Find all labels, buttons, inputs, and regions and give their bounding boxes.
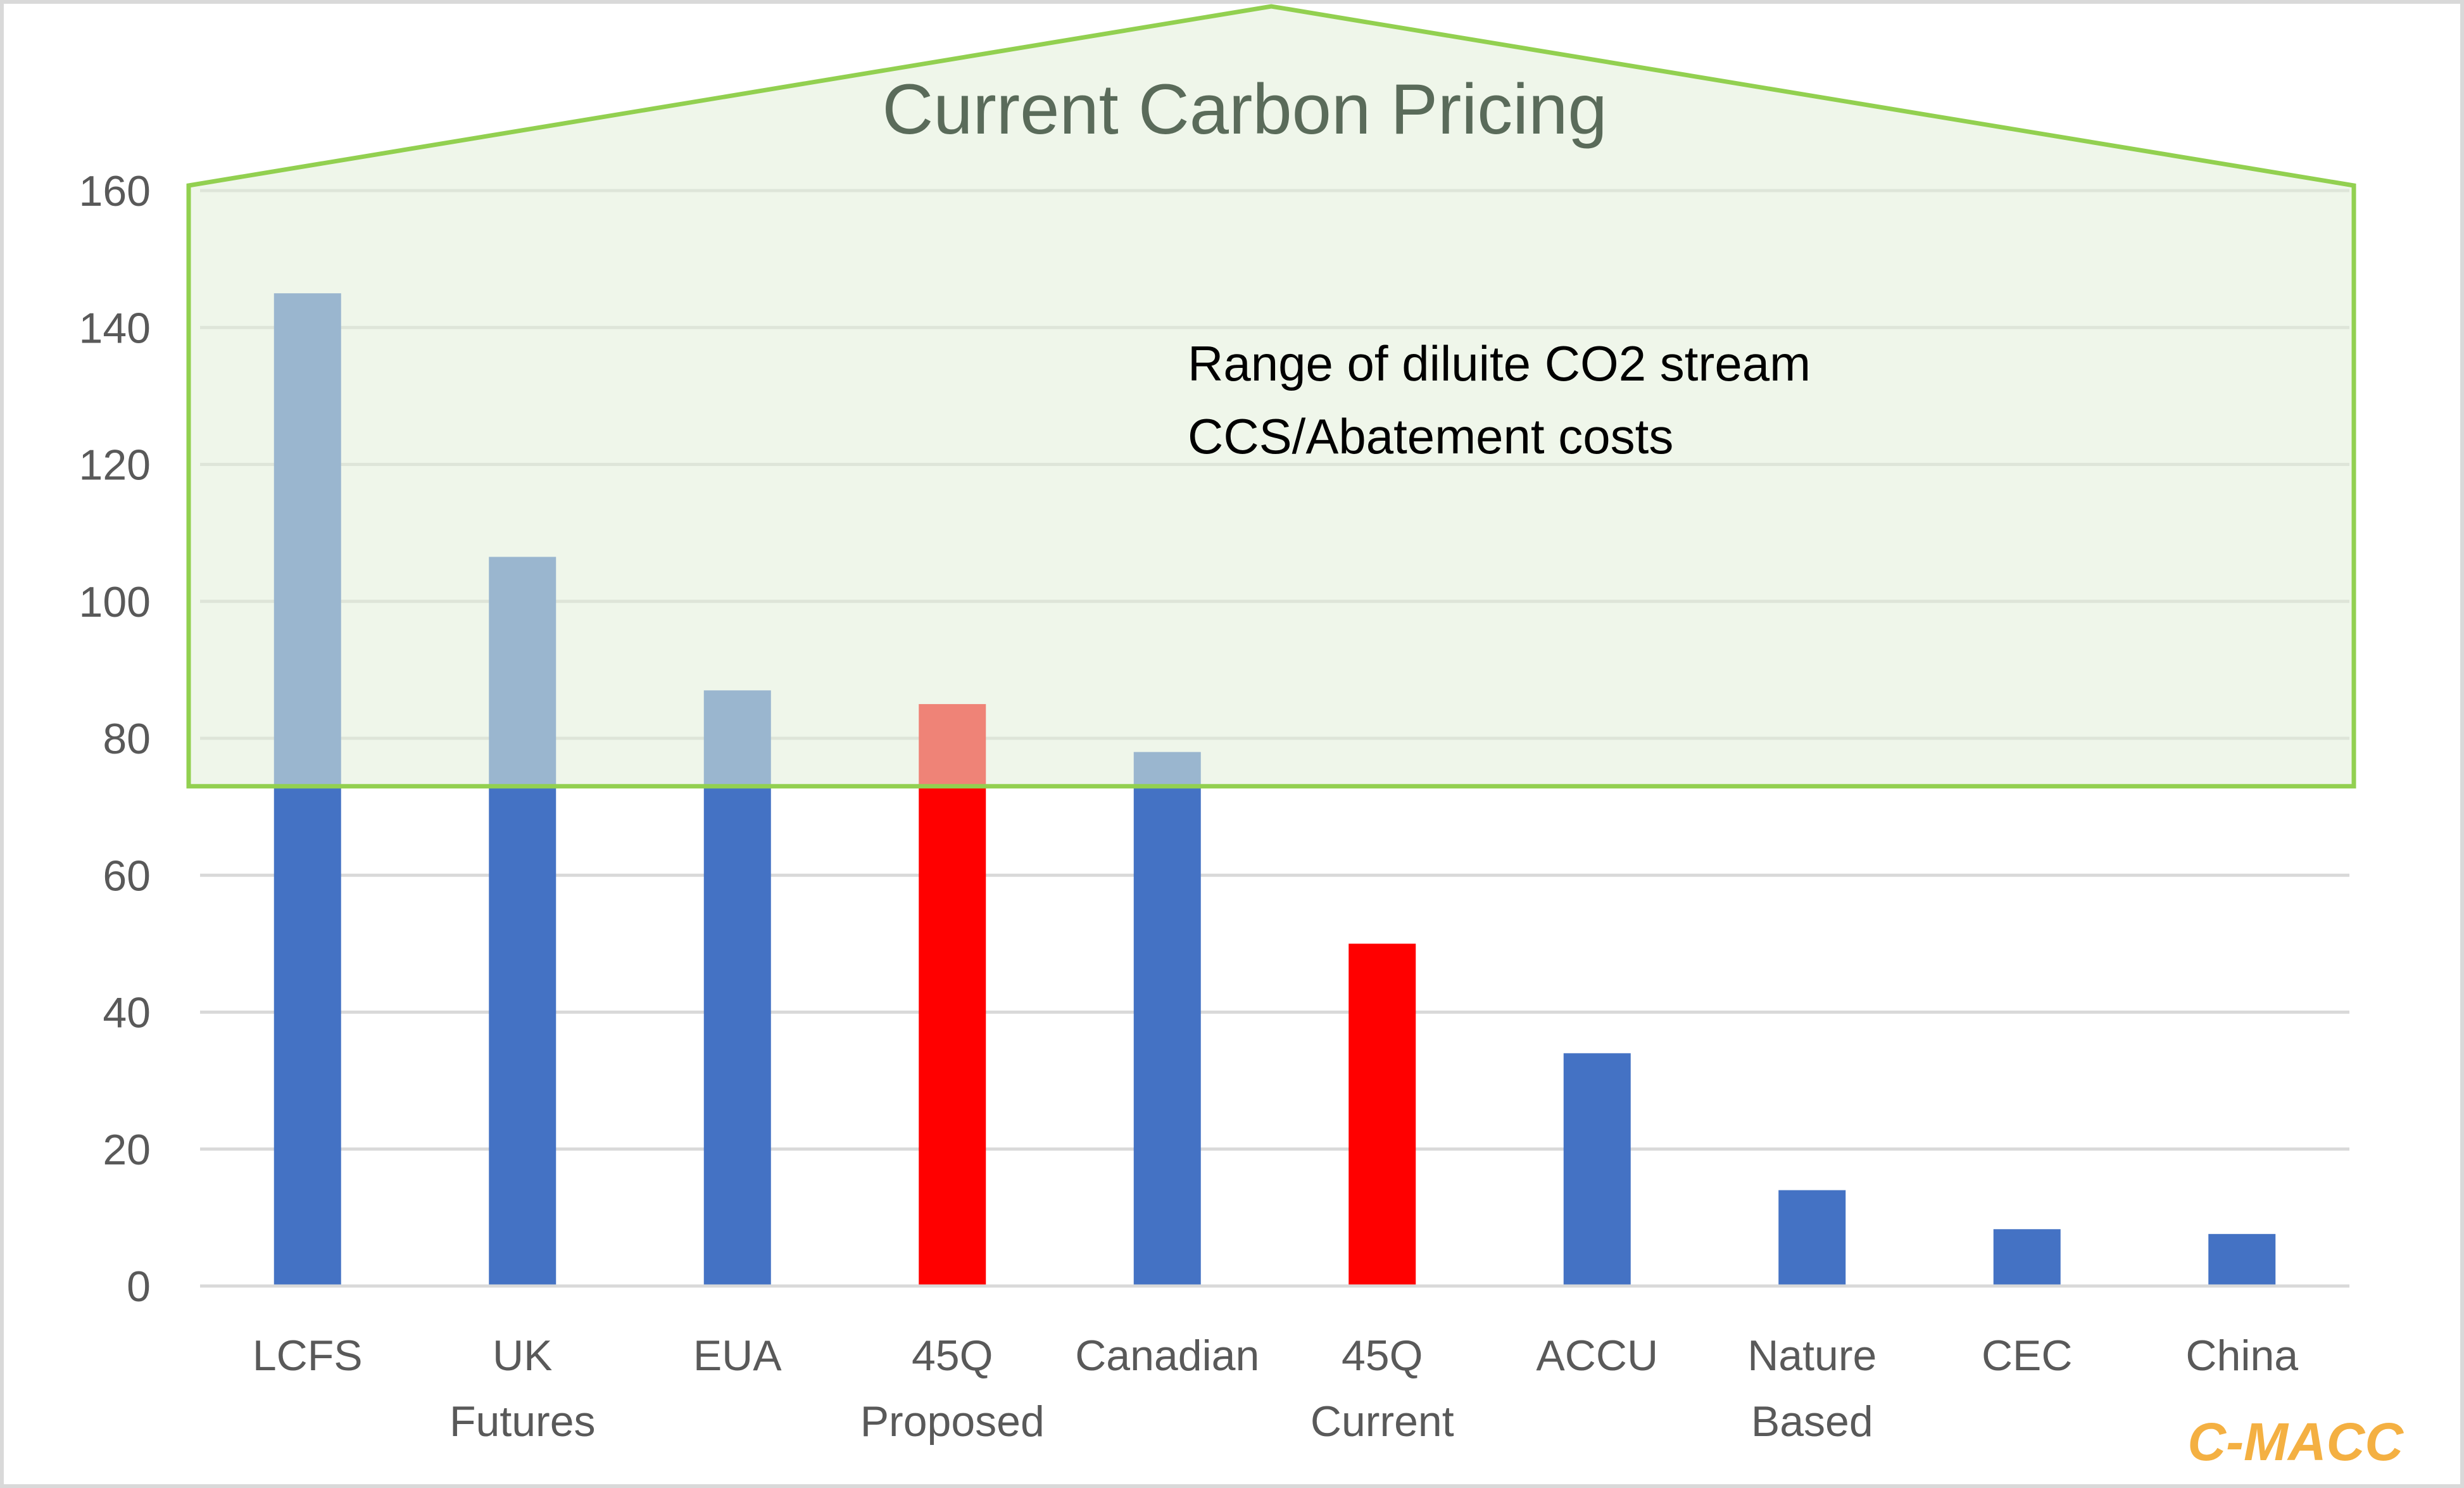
bar-8 (1993, 1229, 2061, 1286)
bar-3 (919, 703, 986, 1286)
x-category-label-2-0: EUA (693, 1332, 782, 1380)
y-tick-label-40: 40 (103, 989, 151, 1037)
x-category-label-3-1: Proposed (860, 1397, 1045, 1446)
chart-title: Current Carbon Pricing (882, 70, 1607, 149)
x-category-label-0-0: LCFS (253, 1332, 363, 1380)
bar-5 (1348, 943, 1416, 1286)
x-category-label-5-1: Current (1311, 1397, 1454, 1446)
bar-7 (1778, 1190, 1846, 1286)
shaded-range-pentagon (186, 4, 2356, 789)
y-tick-label-140: 140 (79, 304, 151, 352)
chart-text: Current Carbon Pricing Range of diluite … (79, 70, 2404, 1472)
bar-chart: Current Carbon Pricing Range of diluite … (79, 4, 2404, 1472)
bar-4 (1133, 752, 1201, 1286)
y-tick-label-120: 120 (79, 441, 151, 489)
y-tick-label-0: 0 (127, 1263, 151, 1311)
x-category-label-5-0: 45Q (1342, 1332, 1423, 1380)
y-tick-label-80: 80 (103, 715, 151, 763)
x-category-label-3-0: 45Q (912, 1332, 993, 1380)
x-category-label-1-0: UK (493, 1332, 552, 1380)
x-category-label-1-1: Futures (449, 1397, 596, 1446)
y-tick-label-20: 20 (103, 1126, 151, 1174)
y-tick-label-60: 60 (103, 852, 151, 900)
c-macc-watermark: C-MACC (2187, 1412, 2404, 1472)
shaded-range-region (186, 4, 2356, 789)
range-annotation-line-2: CCS/Abatement costs (1188, 408, 1673, 464)
y-tick-label-100: 100 (79, 578, 151, 626)
bar-2 (703, 690, 771, 1286)
x-category-label-9-0: China (2185, 1332, 2298, 1380)
x-category-label-7-0: Nature (1747, 1332, 1876, 1380)
y-tick-label-160: 160 (79, 167, 151, 215)
bar-9 (2208, 1233, 2276, 1286)
x-category-label-6-0: ACCU (1536, 1332, 1658, 1380)
x-category-label-4-0: Canadian (1075, 1332, 1259, 1380)
bar-6 (1563, 1053, 1631, 1286)
range-annotation-line-1: Range of diluite CO2 stream (1188, 336, 1811, 391)
x-category-label-8-0: CEC (1982, 1332, 2073, 1380)
x-category-label-7-1: Based (1751, 1397, 1873, 1446)
